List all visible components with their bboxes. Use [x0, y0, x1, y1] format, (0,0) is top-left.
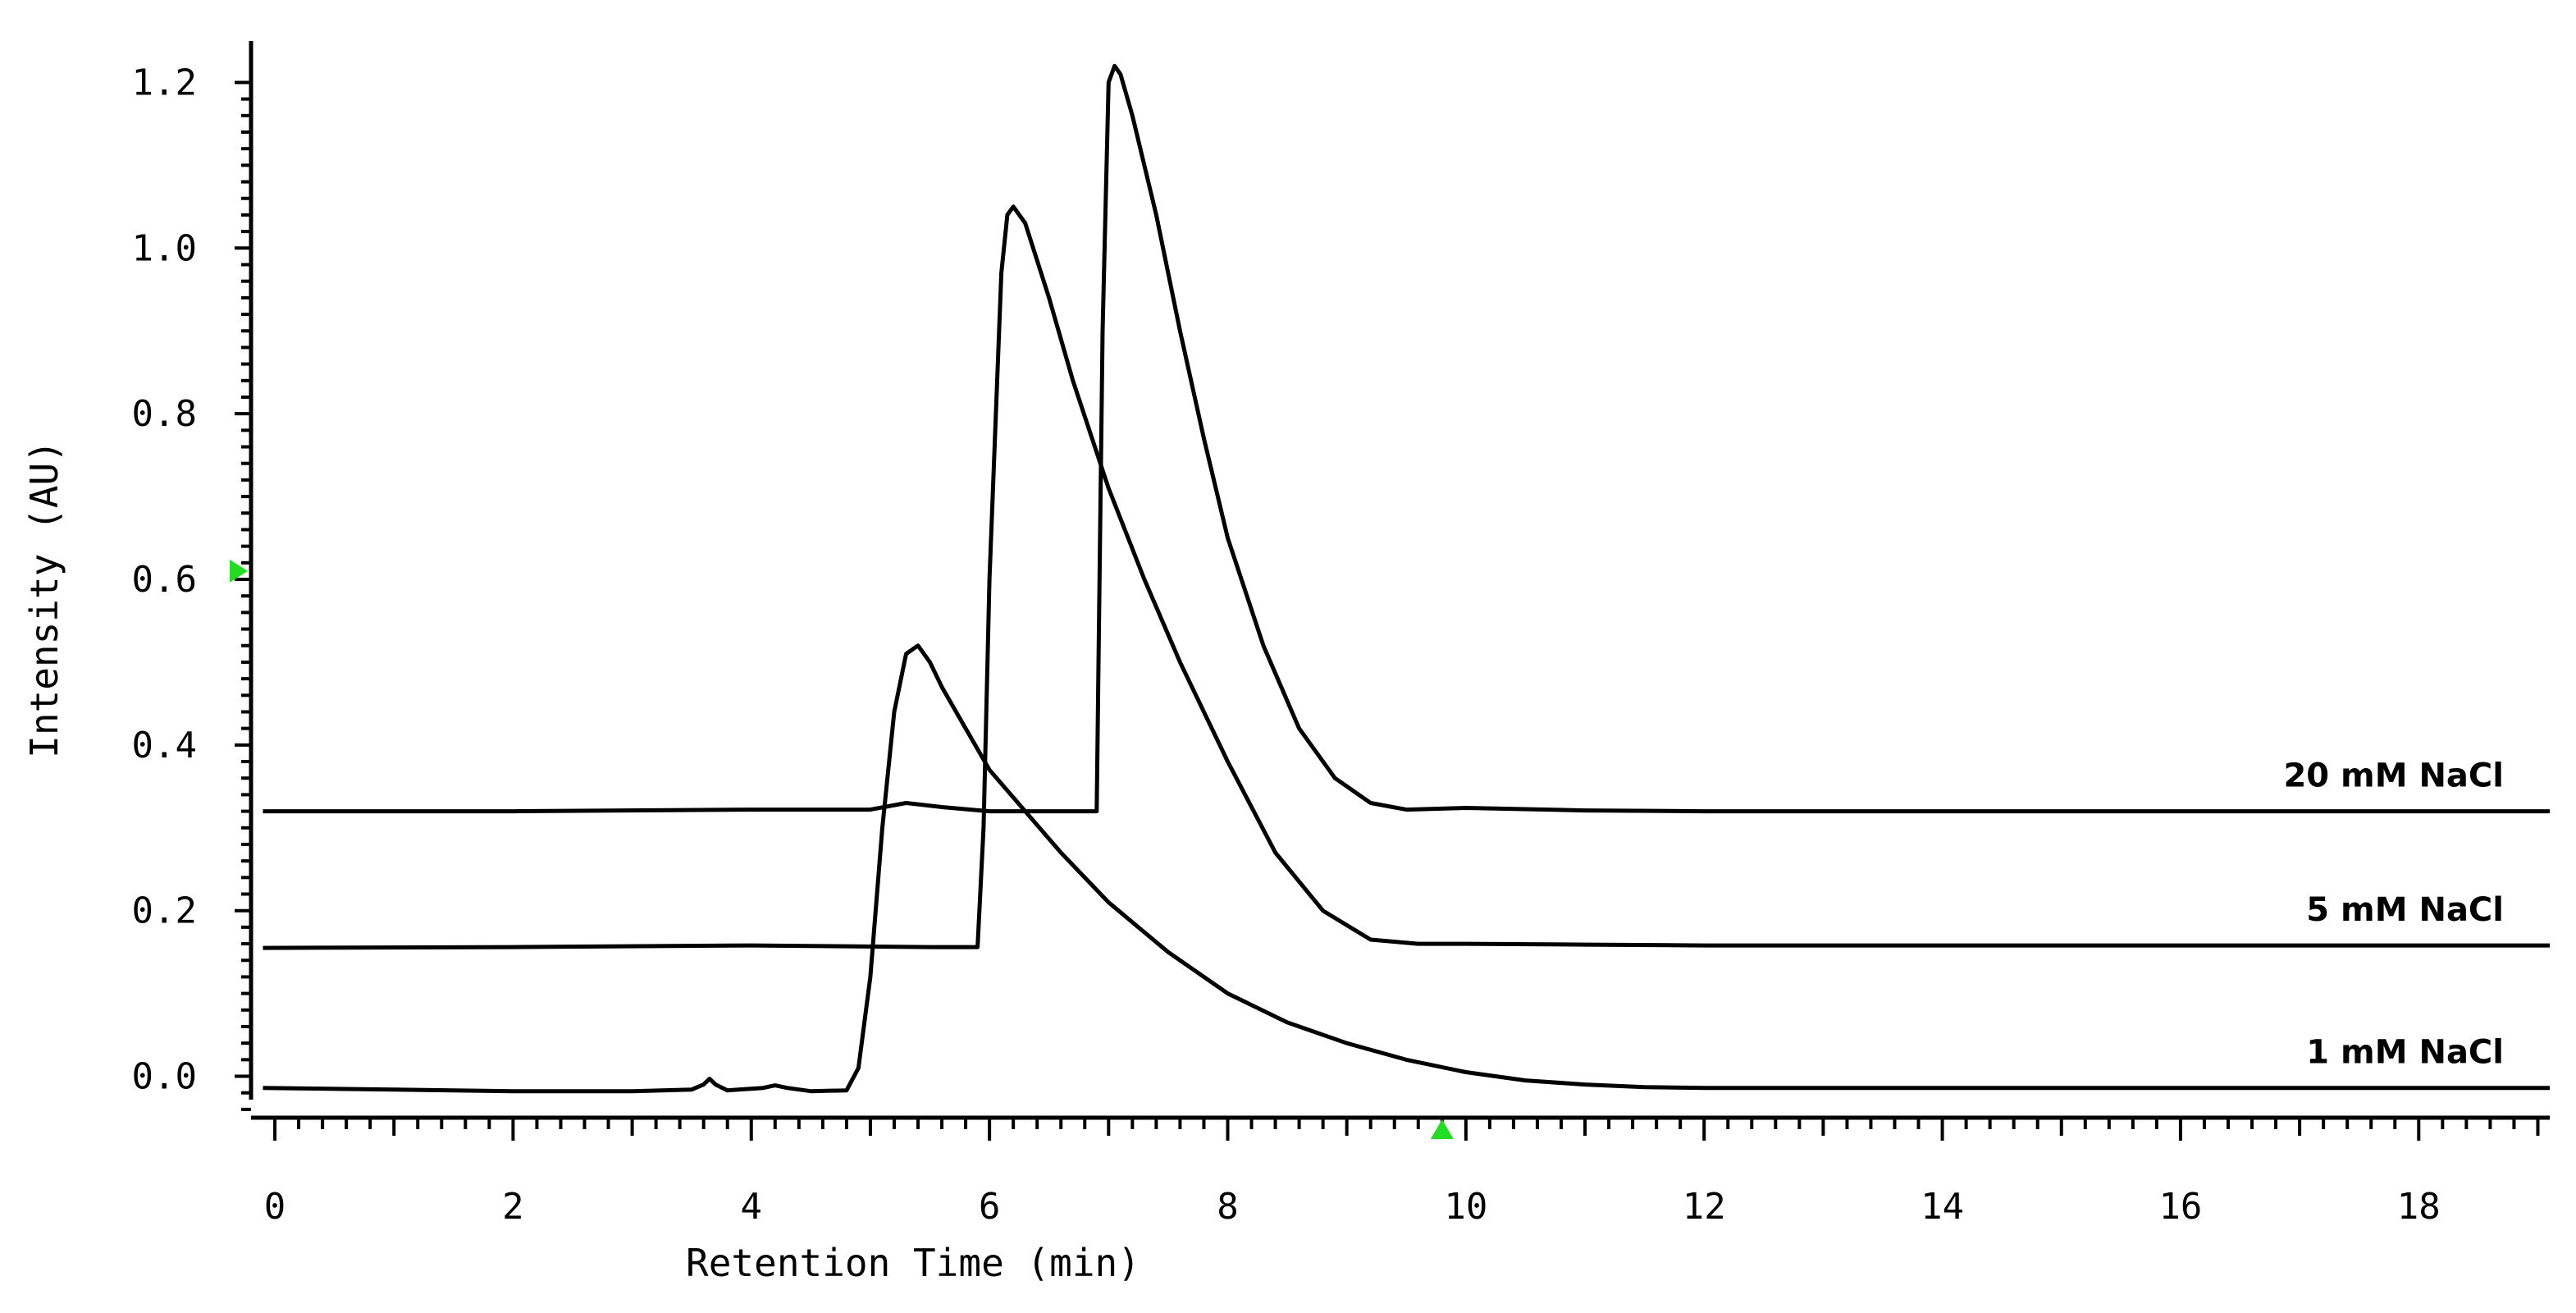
series-traces: [263, 63, 2550, 1094]
x-tick-label: 14: [1921, 1186, 1964, 1228]
y-tick-label: 1.2: [132, 62, 197, 103]
y-tick-label: 1.0: [132, 227, 197, 269]
series-line: [263, 63, 2550, 814]
x-marker-icon: [1430, 1119, 1454, 1139]
series-label: 20 mM NaCl: [2283, 757, 2504, 795]
y-axis-title: Intensity (AU): [22, 440, 66, 758]
x-tick-label: 6: [979, 1186, 1001, 1228]
series-line: [263, 204, 2550, 950]
x-tick-label: 4: [741, 1186, 763, 1228]
series-labels: 1 mM NaCl 5 mM NaCl 20 mM NaCl: [2283, 757, 2504, 1072]
axis-markers: [230, 559, 1454, 1139]
x-tick-label: 8: [1217, 1186, 1239, 1228]
series-label: 5 mM NaCl: [2306, 891, 2504, 929]
series-label: 1 mM NaCl: [2306, 1034, 2504, 1072]
x-axis-ticks: 0 2 4 6 8 10 12 14 16 18: [264, 1118, 2540, 1228]
y-axis-ticks: 0.0 0.2 0.4 0.6 0.8 1.0 1.2: [132, 62, 251, 1111]
y-tick-label: 0.8: [132, 393, 197, 435]
x-tick-label: 12: [1683, 1186, 1726, 1228]
y-marker-icon: [230, 559, 248, 583]
y-tick-label: 0.6: [132, 559, 197, 601]
x-tick-label: 10: [1444, 1186, 1487, 1228]
series-line: [263, 643, 2550, 1094]
x-tick-label: 0: [264, 1186, 286, 1228]
x-tick-label: 16: [2158, 1186, 2202, 1228]
x-axis-title: Retention Time (min): [686, 1241, 1140, 1285]
x-tick-label: 2: [502, 1186, 524, 1228]
y-tick-label: 0.0: [132, 1056, 197, 1098]
y-tick-label: 0.2: [132, 890, 197, 932]
x-tick-label: 18: [2397, 1186, 2441, 1228]
y-tick-label: 0.4: [132, 725, 197, 766]
